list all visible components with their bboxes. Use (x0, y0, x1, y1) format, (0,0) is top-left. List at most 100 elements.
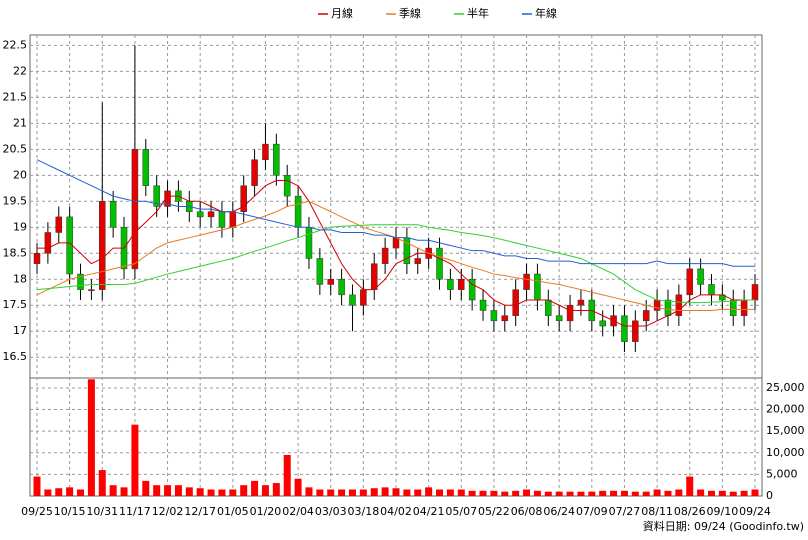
volume-bar (620, 490, 628, 496)
candle-body (555, 315, 563, 322)
ma-line (36, 159, 755, 267)
candle-body (153, 185, 160, 207)
ma-line (37, 180, 755, 327)
candle-body (545, 299, 552, 316)
volume-bar (392, 488, 400, 496)
x-tick-label: 05/22 (478, 505, 510, 518)
volume-bar (240, 485, 248, 496)
volume-bar (359, 489, 367, 496)
candle-body (109, 201, 117, 228)
volume-bar (207, 489, 215, 496)
candle-body (99, 201, 106, 290)
candle-body (327, 279, 334, 285)
candle-body (490, 310, 498, 322)
volume-bar (457, 489, 465, 496)
ma-line (36, 224, 755, 304)
volume-bar (707, 490, 715, 496)
y2-tick-label: 0 (766, 489, 773, 502)
y2-tick-label: 15,000 (766, 424, 805, 437)
y2-tick-label: 10,000 (766, 446, 805, 459)
volume-bar (588, 491, 596, 496)
volume-bar (66, 487, 74, 496)
volume-bar (338, 489, 346, 496)
volume-bar (446, 489, 454, 496)
x-tick-label: 03/18 (348, 505, 380, 518)
x-tick-label: 05/07 (445, 505, 477, 518)
candle-body (142, 149, 150, 186)
y-tick-label: 19.5 (3, 194, 28, 207)
candle-body (55, 216, 63, 233)
volume-bar (174, 485, 182, 496)
volume-bar (77, 489, 85, 496)
x-tick-label: 04/21 (413, 505, 445, 518)
y-tick-label: 22 (13, 64, 27, 77)
y2-tick-label: 5,000 (766, 467, 798, 480)
volume-bar (327, 489, 335, 496)
candle-body (697, 268, 704, 285)
candle-body (33, 253, 41, 264)
volume-bar (142, 480, 150, 496)
volume-bar (153, 485, 161, 496)
volume-bar (555, 491, 563, 496)
volume-bar (98, 470, 106, 496)
candle-body (664, 299, 672, 316)
candle-body (229, 211, 237, 228)
x-tick-label: 07/27 (609, 505, 641, 518)
volume-bar (729, 491, 737, 496)
candle-body (207, 211, 215, 218)
x-tick-label: 12/17 (184, 505, 216, 518)
volume-bar (479, 490, 487, 496)
candle-body (316, 258, 324, 285)
volume-bar (251, 480, 259, 496)
volume-bar (403, 489, 411, 496)
volume-bar (109, 485, 117, 496)
candle-body (294, 195, 302, 228)
candle-body (740, 299, 748, 316)
volume-bar (196, 488, 204, 496)
x-tick-label: 01/05 (217, 505, 249, 518)
candle-body (642, 310, 650, 322)
volume-bar (381, 487, 389, 496)
candle-body (164, 190, 171, 207)
volume-bar (44, 489, 52, 496)
x-tick-label: 06/08 (511, 505, 543, 518)
candle-body (240, 185, 247, 212)
volume-bar (131, 424, 139, 496)
candle-body (468, 279, 476, 301)
volume-bar (120, 487, 128, 496)
candle-body (338, 279, 345, 296)
candle-body (534, 273, 541, 301)
volume-bar (631, 491, 639, 496)
x-tick-label: 01/20 (250, 505, 282, 518)
candle-body (751, 284, 759, 301)
candle-body (88, 289, 95, 291)
y-tick-label: 17.5 (3, 298, 28, 311)
x-tick-label: 10/15 (54, 505, 86, 518)
candle-body (632, 320, 639, 342)
candle-body (523, 273, 530, 290)
candle-body (305, 227, 313, 259)
legend-label: 半年 (467, 6, 489, 20)
x-tick-label: 12/02 (152, 505, 184, 518)
volume-bar (87, 379, 95, 496)
volume-bar (425, 487, 433, 496)
volume-bar (490, 490, 498, 496)
candle-body (414, 258, 422, 264)
volume-bar (675, 489, 683, 496)
x-tick-label: 09/10 (707, 505, 739, 518)
volume-bar (533, 490, 541, 496)
volume-bar (436, 489, 444, 496)
y-tick-label: 21.5 (3, 90, 28, 103)
x-tick-label: 06/24 (543, 505, 575, 518)
x-tick-label: 07/09 (576, 505, 608, 518)
volume-bar (261, 485, 269, 496)
volume-bar (577, 491, 585, 496)
candle-body (599, 320, 606, 327)
x-tick-label: 11/17 (119, 505, 151, 518)
volume-bar (305, 487, 313, 496)
candle-body (381, 247, 389, 264)
volume-bar (523, 489, 531, 496)
y-tick-label: 16.5 (3, 350, 28, 363)
